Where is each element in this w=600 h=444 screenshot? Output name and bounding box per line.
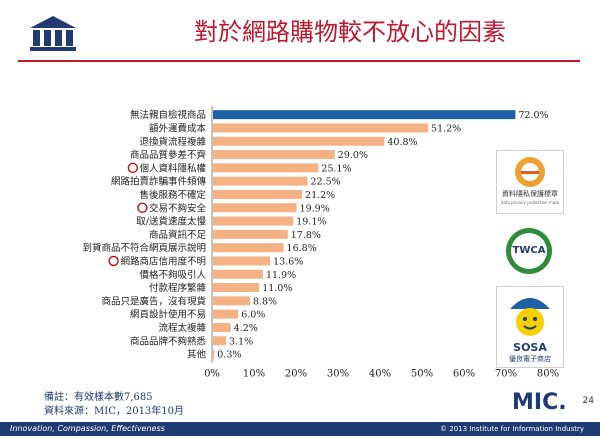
bar (213, 243, 284, 253)
privacy-mark-badge: 資料隱私保護標章 data privacy protection mark (496, 150, 564, 214)
bar (213, 336, 227, 346)
category-label: 網路商店信用度不明 (120, 255, 206, 267)
value-label: 8.8% (253, 296, 277, 307)
value-label: 3.1% (229, 336, 253, 347)
bar (213, 136, 385, 146)
bar (213, 150, 335, 160)
bar (213, 296, 250, 306)
bar-chart: 無法親自檢視商品 72.0% 額外運費成本 51.2% 退換貨流程複雜 40.8% 商品品質… (82, 106, 559, 380)
privacy-mark-sublabel: data privacy protection mark (500, 200, 560, 205)
category-label: 付款程序繁雜 (149, 282, 207, 294)
footer-bar: Innovation, Compassion, Effectiveness © … (0, 422, 600, 436)
mic-logo: MIC. (512, 390, 567, 415)
x-tick-label: 10% (243, 369, 265, 380)
x-tick-label: 40% (369, 369, 391, 380)
category-label: 其他 (187, 349, 207, 361)
bar (213, 349, 215, 359)
category-label: 商品只是廣告，沒有現貨 (101, 295, 206, 307)
category-label: 價格不夠吸引人 (139, 269, 206, 281)
value-label: 51.2% (431, 123, 461, 134)
category-label: 售後服務不確定 (139, 189, 206, 201)
x-tick-label: 70% (495, 369, 517, 380)
value-label: 21.2% (305, 190, 335, 201)
value-label: 11.9% (266, 270, 296, 281)
highlight-circle-icon (127, 162, 138, 173)
value-label: 13.6% (273, 256, 303, 267)
category-label: 流程太複雜 (158, 322, 206, 334)
bar (213, 176, 308, 186)
sosa-mascot-icon (510, 298, 550, 336)
category-label: 商品品質參差不齊 (130, 149, 207, 161)
bar (213, 216, 294, 226)
value-label: 11.0% (262, 283, 292, 294)
privacy-e-icon (515, 157, 545, 187)
value-label: 40.8% (387, 137, 417, 148)
value-label: 0.3% (217, 350, 241, 361)
sample-size-note: 備註：有效樣本數7,685 (44, 392, 153, 403)
footer-copyright: © 2013 Institute for Information Industr… (440, 425, 584, 433)
highlight-circle-icon (137, 202, 148, 213)
category-label: 額外運費成本 (149, 122, 207, 134)
category-label: 網路拍賣詐騙事件頻傳 (111, 176, 207, 188)
bar (213, 110, 516, 120)
value-label: 29.0% (338, 150, 368, 161)
category-label: 網頁設計使用不易 (130, 309, 206, 321)
x-tick-label: 50% (411, 369, 433, 380)
page-number: 24 (582, 396, 594, 406)
sosa-label: SOSA (513, 341, 547, 354)
category-label: 退換貨流程複雜 (139, 136, 206, 148)
source-note: 資料來源：MIC，2013年10月 (44, 406, 185, 417)
bar (213, 256, 271, 266)
bar (213, 203, 297, 213)
twca-badge: TWCA (500, 226, 558, 276)
bar (213, 189, 303, 199)
sosa-sublabel: 優良電子商店 (509, 355, 551, 363)
value-label: 25.1% (321, 163, 351, 174)
value-label: 17.8% (291, 230, 321, 241)
bar (213, 322, 231, 332)
x-tick-label: 60% (453, 369, 475, 380)
institution-pillar-icon (30, 16, 76, 51)
bar (213, 123, 429, 133)
value-label: 6.0% (241, 310, 265, 321)
value-label: 16.8% (287, 243, 317, 254)
bar (213, 283, 260, 293)
x-tick-label: 80% (537, 369, 559, 380)
value-label: 72.0% (518, 110, 548, 121)
sosa-badge: SOSA 優良電子商店 (496, 286, 564, 368)
category-label: 無法親自檢視商品 (130, 109, 206, 121)
page-title: 對於網路購物較不放心的因素 (194, 18, 506, 46)
category-label: 個人資料隱私權 (139, 162, 206, 174)
twca-label: TWCA (512, 245, 546, 256)
value-label: 19.1% (296, 217, 326, 228)
category-label: 商品品牌不夠熟悉 (130, 335, 207, 347)
x-tick-label: 20% (285, 369, 307, 380)
category-label: 交易不夠安全 (149, 202, 207, 214)
x-tick-label: 0% (204, 369, 220, 380)
category-label: 取/送貨速度太慢 (136, 216, 206, 228)
title-divider (18, 60, 580, 62)
category-label: 商品資訊不足 (149, 229, 207, 241)
value-label: 19.9% (300, 203, 330, 214)
x-tick-label: 30% (327, 369, 349, 380)
twca-seal-icon (506, 228, 552, 274)
bar (213, 229, 288, 239)
bar (213, 269, 263, 279)
value-label: 22.5% (311, 177, 341, 188)
privacy-mark-label: 資料隱私保護標章 (502, 190, 558, 198)
value-label: 4.2% (234, 323, 258, 334)
footer-tagline: Innovation, Compassion, Effectiveness (10, 424, 165, 433)
category-label: 到貨商品不符合網頁展示說明 (82, 242, 206, 254)
highlight-circle-icon (108, 255, 119, 267)
bar (213, 309, 239, 319)
bar (213, 163, 319, 173)
